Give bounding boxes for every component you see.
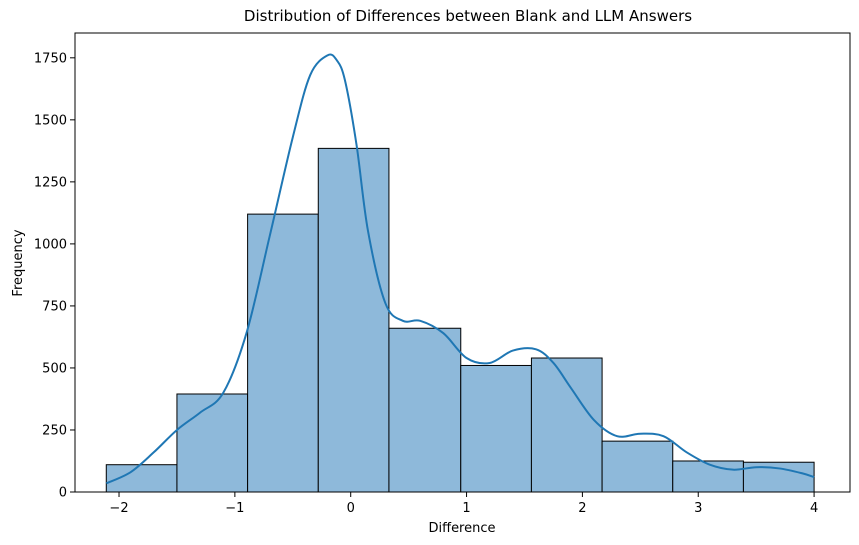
histogram-bar [672,460,744,493]
histogram-bar [601,440,674,493]
y-axis-label: Frequency [11,229,26,296]
histogram-bar [317,147,390,493]
y-tick-label: 1500 [34,113,67,128]
y-tick-label: 1750 [34,51,67,66]
histogram-bar [460,364,532,493]
y-tick-label: 1000 [34,237,67,252]
x-axis-label: Difference [428,521,495,536]
histogram-bar [176,393,249,493]
y-tick-label: 0 [59,486,67,501]
x-tick-label: −2 [109,501,128,516]
histogram-bar [388,327,462,493]
histogram-bars [105,147,815,493]
plot-frame [74,32,851,493]
x-tick-label: 2 [578,501,586,516]
y-axis-ticks: 0 250 500 750 1000 1250 1500 1750 [34,51,75,501]
x-tick-label: 3 [694,501,702,516]
y-tick-label: 500 [42,361,67,376]
histogram-bar [530,357,603,493]
x-axis-ticks: −2 −1 0 1 2 3 4 [109,492,818,516]
y-tick-label: 250 [42,423,67,438]
y-tick-label: 750 [42,299,67,314]
chart-title: Distribution of Differences between Blan… [244,7,692,25]
y-tick-label: 1250 [34,175,67,190]
x-tick-label: 0 [347,501,355,516]
kde-curve [105,53,815,485]
x-tick-label: 4 [810,501,818,516]
x-tick-label: −1 [225,501,244,516]
histogram-bar [247,213,319,493]
x-tick-label: 1 [462,501,470,516]
